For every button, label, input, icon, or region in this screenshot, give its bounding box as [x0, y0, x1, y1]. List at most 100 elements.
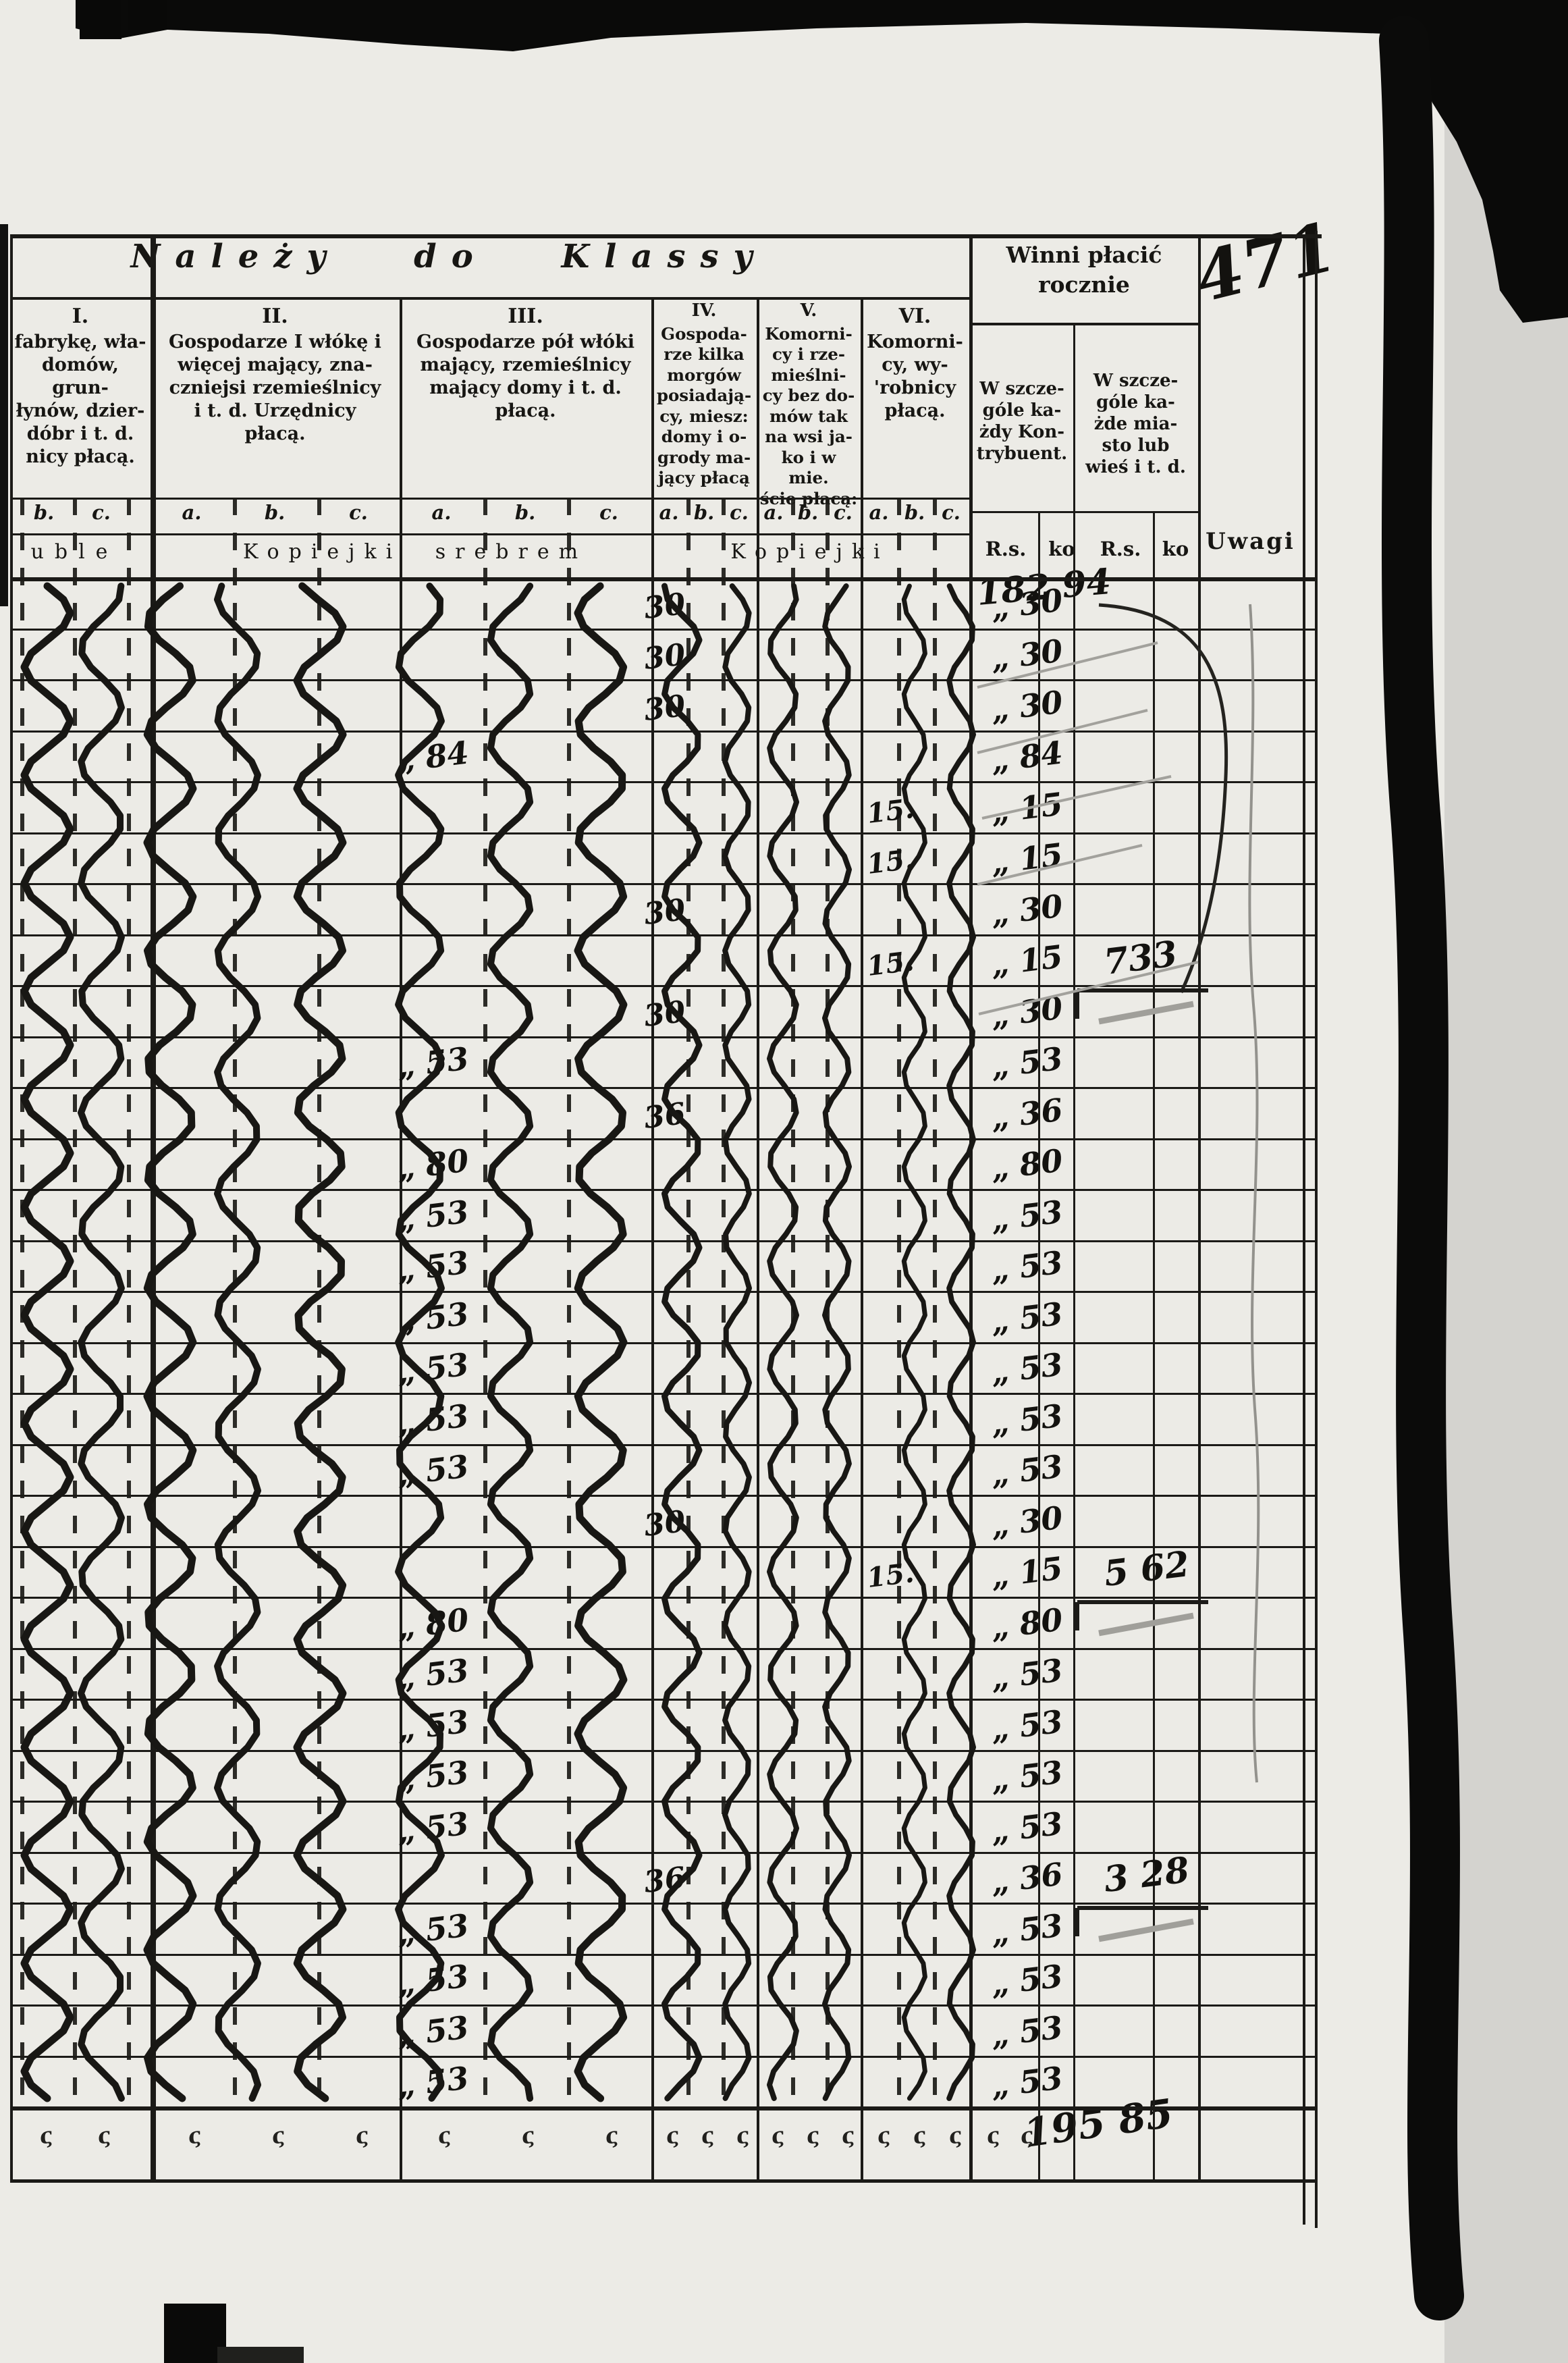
table-row-line — [10, 1495, 1316, 1497]
table-rule-vertical — [969, 234, 973, 2179]
table-row-line — [10, 1240, 1316, 1242]
table-row-line — [10, 1342, 1316, 1344]
row-8-value-w2: 733 — [1102, 933, 1180, 984]
row-28-value-c3: „ 53 — [395, 1957, 471, 2003]
totals-row-tick: ς — [185, 2121, 204, 2150]
subcolumn-dashed-line — [722, 498, 726, 2106]
class-header-line: rze kilka — [664, 344, 745, 364]
subcolumn-letter: c. — [834, 501, 853, 524]
totals-row-tick: ς — [768, 2121, 787, 2150]
row-7-value-c4: 30 — [642, 892, 688, 932]
table-rule-horizontal — [10, 533, 969, 535]
subcolumn-dashed-line — [791, 498, 795, 2106]
subcolumn-letter: a. — [431, 501, 452, 524]
table-row-line — [10, 934, 1316, 936]
kopiejki-srebrem-label: Kopiejki srebrem — [242, 540, 588, 564]
subcolumn-dashed-line — [233, 498, 237, 2106]
table-rule-horizontal — [970, 323, 1198, 325]
table-row-line — [10, 1699, 1316, 1701]
subcolumn-letter: b. — [693, 501, 715, 524]
table-rule-vertical — [651, 297, 654, 2179]
row-2-value-c4: 30 — [642, 637, 688, 677]
film-edge-bar — [80, 0, 121, 39]
table-row-line — [10, 1647, 1316, 1650]
table-row-line — [10, 679, 1316, 681]
winni-subcol-miasto-wies: W szcze-góle ka-żde mia-sto lub wieś i t.… — [1075, 370, 1197, 478]
class-header-VI: VI. Komorni-cy, wy-'robnicy płacą. — [863, 305, 967, 423]
class-header-line: łynów, dzier- — [16, 400, 145, 421]
table-rule-horizontal — [970, 511, 1198, 513]
row-19-value-c4: 30 — [642, 1504, 688, 1543]
class-header-line: jący płacą — [658, 468, 750, 487]
table-row-line — [10, 1903, 1316, 1905]
class-header-II: II. Gospodarze I włókę i więcej mający, zn… — [153, 305, 397, 446]
row-14-value-w1: „ 53 — [989, 1244, 1065, 1290]
class-numeral: IV. — [691, 300, 717, 321]
class-numeral: VI. — [898, 304, 931, 328]
table-row-line — [10, 1953, 1316, 1956]
totals-row-tick: ς — [36, 2121, 55, 2150]
table-row-line — [10, 1393, 1316, 1395]
row-12-value-c3: „ 80 — [395, 1142, 471, 1188]
subcolumn-dashed-line — [127, 498, 131, 2106]
class-header-line: cy, miesz: — [659, 406, 749, 426]
winni-subheader-line: żde mia- — [1093, 414, 1178, 434]
class-header-line: Komorni- — [765, 323, 853, 344]
table-rule-horizontal — [10, 577, 1316, 581]
totals-row-tick: ς — [838, 2121, 857, 2150]
kopiejki-label: Kopiejki — [730, 540, 890, 564]
pencil-scribble — [1098, 1612, 1194, 1637]
row-8-value-w1: „ 15 — [989, 938, 1065, 984]
class-header-line: płacą. — [884, 400, 946, 421]
row-15-value-w1: „ 53 — [989, 1294, 1065, 1340]
class-header-line: domy i o- — [661, 427, 747, 446]
pencil-scribble — [1098, 1918, 1194, 1942]
totals-row-tick: ς — [698, 2121, 717, 2150]
totals-row-tick: ς — [602, 2121, 621, 2150]
rs-label-2: R.s. — [1100, 537, 1141, 560]
table-rule-vertical — [1315, 231, 1318, 2228]
row-17-value-w1: „ 53 — [989, 1396, 1065, 1442]
class-header-line: posiadają- — [656, 386, 752, 405]
row-22-value-c3: „ 53 — [395, 1651, 471, 1697]
class-header-III: III. Gospodarze pół włóki mający, rzemieśl… — [402, 305, 649, 423]
table-row-line — [10, 1291, 1316, 1293]
winni-header-line1: Winni płacić — [1006, 242, 1162, 268]
row-10-value-w1: „ 53 — [989, 1040, 1065, 1086]
subcolumn-letter: c. — [92, 501, 111, 524]
row-26-value-w1: „ 36 — [989, 1855, 1065, 1901]
class-header-line: fabrykę, wła- — [14, 331, 146, 352]
winni-subheader-line: żdy Kon- — [979, 422, 1065, 442]
totals-row-tick: ς — [518, 2121, 537, 2150]
table-row-line — [10, 1189, 1316, 1191]
class-header-line: mający, rzemieślnicy — [420, 354, 631, 375]
class-header-line: cy, wy- — [882, 354, 948, 375]
table-row-line — [10, 1749, 1316, 1752]
winni-subheader-line: trybuent. — [976, 444, 1068, 464]
class-header-line: morgów — [667, 365, 741, 385]
row-29-value-c3: „ 53 — [395, 2008, 471, 2054]
table-rule-horizontal — [10, 498, 969, 500]
class-header-line: na wsi ja- — [765, 427, 853, 446]
class-header-line: grody ma- — [657, 447, 751, 467]
subcolumn-letter: b. — [797, 501, 819, 524]
row-21-value-w1: „ 80 — [989, 1600, 1065, 1646]
class-header-line: i t. d. Urzędnicy — [194, 400, 356, 421]
row-24-value-c3: „ 53 — [395, 1753, 471, 1799]
winni-subheader-line: W szcze- — [979, 379, 1064, 399]
winni-subcol-kontrybuent: W szcze-góle ka-żdy Kon-trybuent. — [972, 378, 1072, 464]
winni-subheader-line: wieś i t. d. — [1085, 457, 1186, 477]
table-row-line — [10, 781, 1316, 783]
subcolumn-letter: a. — [182, 501, 202, 524]
class-header-line: Gospoda- — [661, 323, 747, 344]
ruble-label-fragment: uble — [12, 540, 137, 564]
row-25-value-c3: „ 53 — [395, 1804, 471, 1850]
class-numeral: V. — [800, 300, 817, 321]
class-header-line: ko i w mie. — [781, 447, 836, 488]
subcolumn-letter: c. — [349, 501, 368, 524]
subcolumn-dashed-line — [317, 498, 321, 2106]
class-header-line: mieślni- — [771, 365, 846, 385]
row-6-value-c6: 15. — [865, 843, 916, 881]
torn-film-edge-right — [1379, 16, 1464, 2320]
subcolumn-letter: b. — [514, 501, 536, 524]
